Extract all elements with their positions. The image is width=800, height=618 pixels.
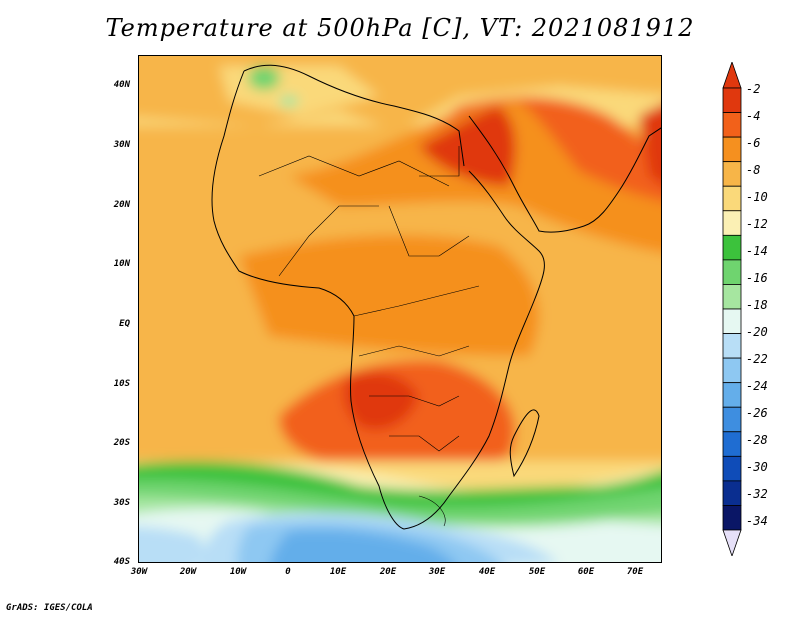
colorbar-label: -26	[746, 406, 768, 420]
colorbar-band	[722, 136, 742, 163]
colorbar-band	[722, 357, 742, 384]
lon-label: 60E	[577, 567, 595, 577]
colorbar-label: -28	[746, 433, 768, 447]
coastlines	[211, 64, 661, 530]
colorbar-label: -20	[746, 325, 768, 339]
colorbar-label: -10	[746, 190, 768, 204]
map-title: Temperature at 500hPa [C], VT: 202108191…	[105, 14, 695, 42]
colorbar-band	[722, 284, 742, 310]
colorbar-band	[722, 455, 742, 482]
colorbar-band	[722, 112, 742, 138]
colorbar	[722, 62, 742, 556]
temperature-map	[138, 55, 662, 563]
lon-label: 40E	[478, 567, 496, 577]
colorbar-band	[722, 406, 742, 433]
colorbar-top-arrow	[722, 62, 742, 89]
colorbar-label: -16	[746, 271, 768, 285]
lon-label: 0	[285, 567, 291, 577]
colorbar-bottom-arrow	[722, 529, 742, 556]
colorbar-label: -34	[746, 514, 768, 528]
colorbar-band	[722, 333, 742, 359]
colorbar-label: -12	[746, 217, 768, 231]
colorbar-band	[722, 234, 742, 261]
lon-label: 10W	[229, 567, 247, 577]
colorbar-band	[722, 382, 742, 408]
lon-label: 20E	[379, 567, 397, 577]
lat-label: 20S	[113, 438, 130, 448]
colorbar-label: -18	[746, 298, 768, 312]
lat-label: EQ	[119, 319, 130, 329]
lon-label: 10E	[329, 567, 347, 577]
lon-label: 30W	[130, 567, 148, 577]
lat-label: 40S	[113, 557, 130, 567]
lon-label: 50E	[528, 567, 546, 577]
lon-label: 70E	[626, 567, 644, 577]
colorbar-label: -6	[746, 136, 761, 150]
lat-label: 30N	[113, 140, 130, 150]
colorbar-band	[722, 185, 742, 212]
lon-label: 20W	[179, 567, 197, 577]
lon-label: 30E	[428, 567, 446, 577]
lat-label: 40N	[113, 80, 130, 90]
lat-label: 30S	[113, 498, 130, 508]
colorbar-label: -4	[746, 109, 761, 123]
colorbar-label: -30	[746, 460, 768, 474]
colorbar-label: -14	[746, 244, 768, 258]
colorbar-band	[722, 259, 742, 285]
lat-label: 10S	[113, 379, 130, 389]
colorbar-label: -8	[746, 163, 761, 177]
colorbar-band	[722, 505, 742, 531]
credit-text: GrADS: IGES/COLA	[6, 603, 93, 613]
colorbar-band	[722, 431, 742, 457]
colorbar-band	[722, 161, 742, 187]
colorbar-band	[722, 210, 742, 236]
colorbar-band	[722, 308, 742, 334]
temperature-field	[139, 56, 661, 562]
colorbar-label: -24	[746, 379, 768, 393]
colorbar-band	[722, 480, 742, 506]
colorbar-label: -32	[746, 487, 768, 501]
lat-label: 10N	[113, 259, 130, 269]
colorbar-label: -22	[746, 352, 768, 366]
lat-label: 20N	[113, 200, 130, 210]
colorbar-band	[722, 87, 742, 113]
colorbar-label: -2	[746, 82, 761, 96]
